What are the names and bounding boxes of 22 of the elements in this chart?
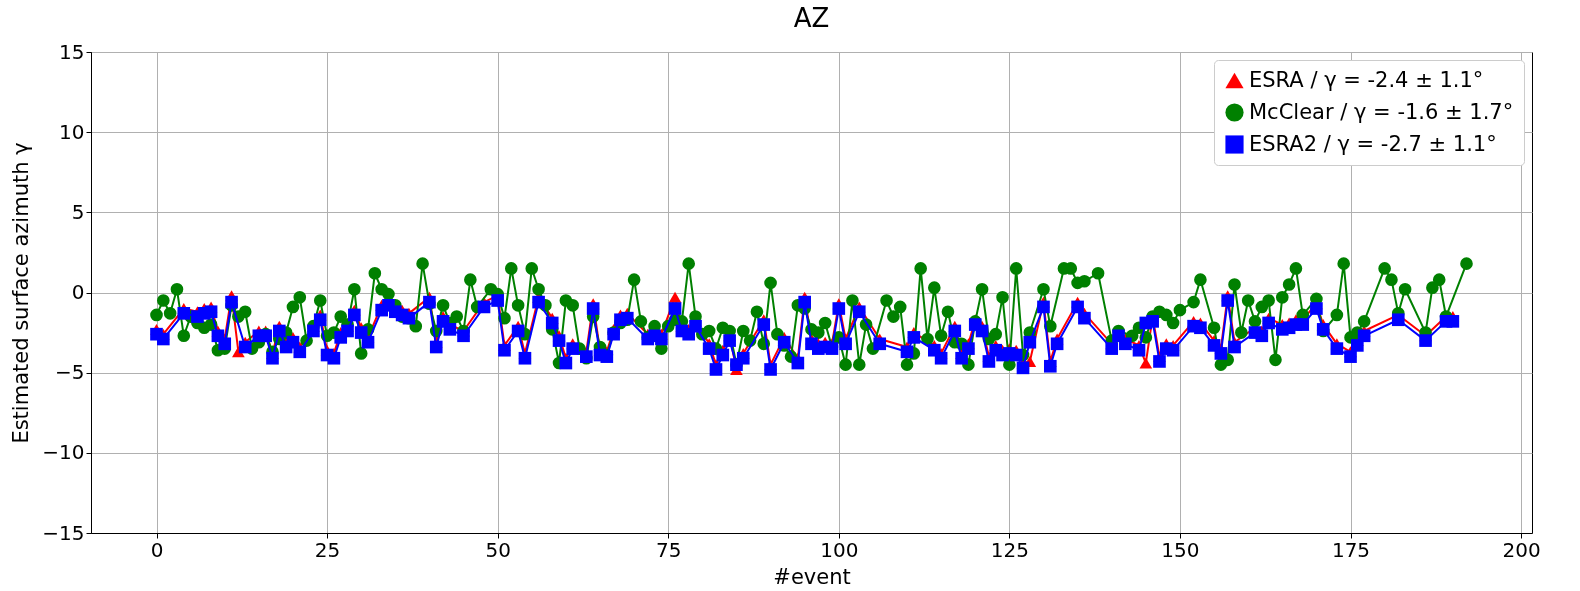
legend-label: ESRA / γ = -2.4 ± 1.1° — [1249, 67, 1484, 92]
x-axis-title: #event — [773, 564, 851, 589]
chart-title: AZ — [793, 3, 830, 33]
x-tick-label: 175 — [1331, 537, 1371, 562]
x-tick-label: 150 — [1161, 537, 1200, 562]
x-tick-label: 50 — [485, 537, 511, 562]
x-tick-label: 75 — [655, 537, 682, 562]
y-tick-label: −5 — [55, 360, 85, 385]
y-axis-title: Estimated surface azimuth γ — [9, 142, 34, 444]
x-tick-label: 0 — [150, 537, 164, 562]
x-tick-label: 100 — [820, 537, 859, 562]
y-tick-label: 0 — [71, 280, 85, 304]
y-tick-label: −15 — [42, 520, 85, 545]
x-tick-label: 200 — [1502, 537, 1541, 562]
y-tick-label: 5 — [71, 199, 85, 224]
x-tick-label: 25 — [314, 537, 341, 562]
legend-label: ESRA2 / γ = -2.7 ± 1.1° — [1249, 131, 1497, 156]
y-tick-label: −10 — [42, 440, 85, 465]
y-tick-label: 10 — [59, 119, 85, 144]
legend-label: McClear / γ = -1.6 ± 1.7° — [1249, 99, 1514, 124]
y-tick-label: 15 — [59, 39, 85, 64]
x-tick-label: 125 — [990, 537, 1029, 562]
